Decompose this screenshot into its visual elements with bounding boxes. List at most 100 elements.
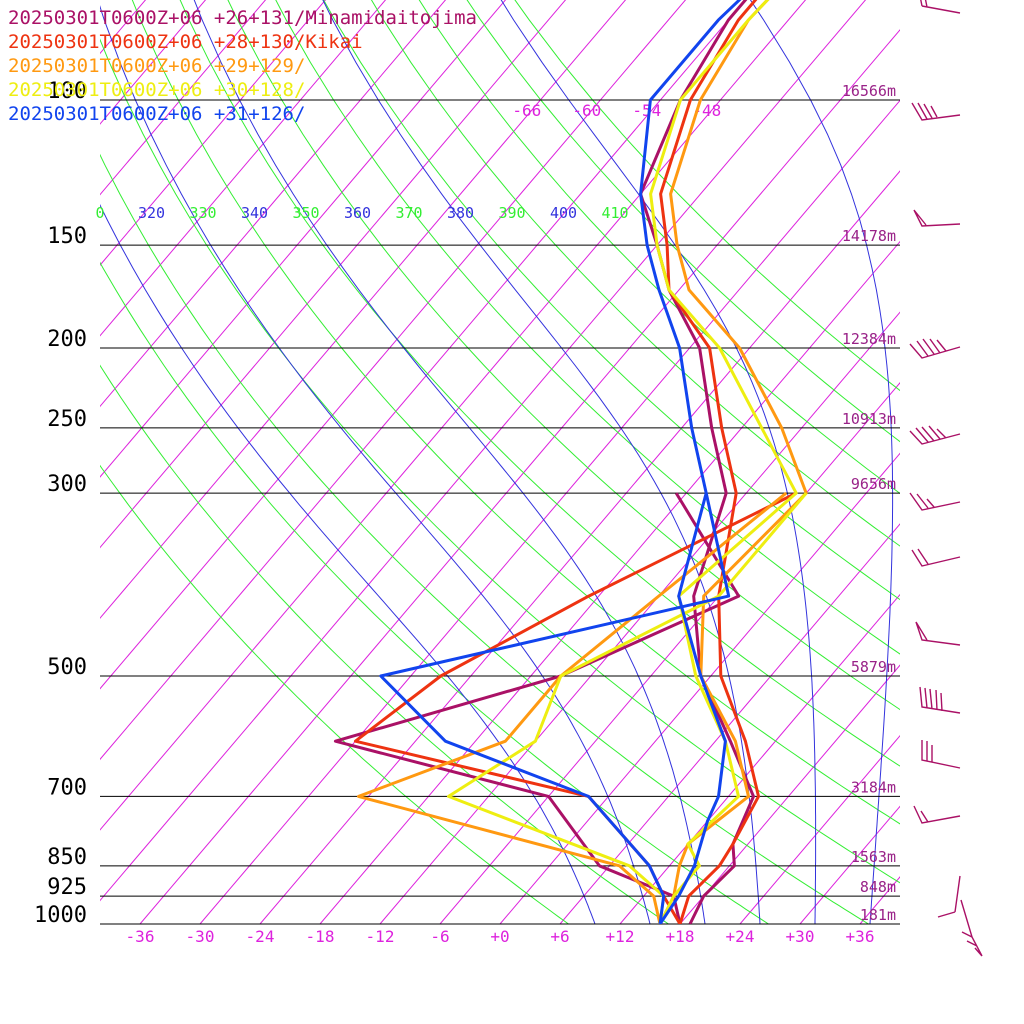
dry-adiabat-line xyxy=(100,364,669,924)
moist-adiabat-line xyxy=(193,0,706,924)
dry-adiabat-line xyxy=(418,0,900,495)
wind-barb-icon xyxy=(920,0,961,14)
dry-adiabat-line xyxy=(323,0,900,601)
height-labels: 16566m 14178m 12384m 10913m 9656m 5879m 3184m 1… xyxy=(842,82,896,924)
pressure-label: 200 xyxy=(47,327,87,352)
x-tick-label: -12 xyxy=(366,927,395,946)
height-label: 9656m xyxy=(851,475,896,493)
pressure-label: 250 xyxy=(47,407,87,432)
wind-barb-icon xyxy=(913,209,961,227)
theta-label: 370 xyxy=(395,204,422,222)
x-tick-label: +18 xyxy=(666,927,695,946)
legend-entry-31-126: 20250301T0600Z+06 +31+126/ xyxy=(8,103,306,125)
pressure-label: 500 xyxy=(47,655,87,680)
x-tick-label: +30 xyxy=(786,927,815,946)
pressure-label: 700 xyxy=(47,775,87,800)
pressure-label: 300 xyxy=(47,472,87,497)
x-tick-label: +12 xyxy=(606,927,635,946)
isotherm-line xyxy=(679,664,900,924)
pressure-label: 925 xyxy=(47,875,87,900)
dry-adiabat-line xyxy=(100,153,869,924)
x-tick-label: +36 xyxy=(846,927,875,946)
x-tick-label: +0 xyxy=(490,927,509,946)
pressure-label: 1000 xyxy=(34,903,87,928)
isotherm-line xyxy=(439,382,900,924)
wind-barbs-column xyxy=(909,0,983,957)
isotherm-line xyxy=(100,0,867,902)
isotherm-line xyxy=(100,0,387,337)
wind-barb-icon xyxy=(913,805,961,824)
wind-barb-icon xyxy=(960,899,983,957)
series-2-dewpoint-line xyxy=(357,491,788,924)
theta-label: 380 xyxy=(447,204,474,222)
series-2-temperature-line xyxy=(658,0,808,924)
isotherm-line xyxy=(100,0,147,55)
isotherm-line xyxy=(100,0,207,125)
dry-adiabat-line xyxy=(275,0,900,655)
dry-adiabat-line xyxy=(227,0,900,711)
legend-entry-minamidaitojima: 20250301T0600Z+06 +26+131/Minamidaitojim… xyxy=(8,7,477,29)
isotherm-line xyxy=(799,805,900,924)
isotherm-line xyxy=(100,0,807,831)
x-tick-label: -36 xyxy=(126,927,155,946)
moist-adiabat-line xyxy=(925,0,1011,924)
series-3-temperature-line xyxy=(649,0,798,924)
theta-label: 320 xyxy=(138,204,165,222)
isotherm-line xyxy=(499,452,900,924)
theta-label: 350 xyxy=(292,204,319,222)
wind-barb-icon xyxy=(915,621,961,646)
wind-barb-icon xyxy=(919,686,961,714)
series-4-temperature-line xyxy=(639,0,742,924)
theta-labels: 0 320 330 340 350 360 370 380 390 400 410 xyxy=(95,204,628,222)
dry-adiabat-line xyxy=(466,0,900,443)
series-legend: 20250301T0600Z+06 +26+131/Minamidaitojim… xyxy=(8,6,477,126)
temperature-tick-labels: -36 -30 -24 -18 -12 -6 +0 +6 +12 +18 +24 +30 +36 xyxy=(126,927,875,946)
pressure-labels: 100 150 200 250 300 500 700 850 925 1000 xyxy=(34,79,87,928)
x-tick-label: +6 xyxy=(550,927,569,946)
pressure-label: 150 xyxy=(47,224,87,249)
moist-adiabat-line xyxy=(100,203,596,924)
dry-adiabat-line xyxy=(100,261,769,924)
series-1-temperature-line xyxy=(659,0,760,924)
x-tick-label: -6 xyxy=(430,927,449,946)
moist-adiabat-line xyxy=(749,0,894,924)
upper-isotherm-labels: -66 -60 -54 -48 xyxy=(512,101,721,120)
theta-label: 390 xyxy=(498,204,525,222)
height-label: 12384m xyxy=(842,330,896,348)
height-label: 848m xyxy=(860,878,896,896)
isotherm-line xyxy=(100,0,567,549)
height-label: 3184m xyxy=(851,778,896,796)
isotherm-line xyxy=(379,311,900,924)
isotherm-line xyxy=(319,240,900,924)
theta-label: 330 xyxy=(189,204,216,222)
height-label: 5879m xyxy=(851,658,896,676)
legend-entry-30-128: 20250301T0600Z+06 +30+128/ xyxy=(8,79,306,101)
isotherm-line xyxy=(199,99,900,924)
series-0-temperature-line xyxy=(639,0,755,924)
wind-barb-icon xyxy=(909,338,961,359)
pressure-label: 850 xyxy=(47,845,87,870)
height-label: 1563m xyxy=(851,848,896,866)
series-3-dewpoint-line xyxy=(447,492,808,924)
x-tick-label: -18 xyxy=(306,927,335,946)
wind-barb-icon xyxy=(909,425,961,445)
isotherm-line xyxy=(739,734,900,924)
x-tick-label: -24 xyxy=(246,927,275,946)
isotherm-line xyxy=(559,523,900,924)
moist-adiabat-line xyxy=(500,0,817,924)
legend-entry-kikai: 20250301T0600Z+06 +28+130/Kikai xyxy=(8,31,363,53)
theta-label: 340 xyxy=(241,204,268,222)
isotherm-line xyxy=(100,0,507,478)
sounding-series xyxy=(333,0,808,924)
legend-entry-29-129: 20250301T0600Z+06 +29+129/ xyxy=(8,55,306,77)
dry-adiabat-line xyxy=(100,464,569,924)
isobar-lines xyxy=(100,99,900,925)
height-label: 16566m xyxy=(842,82,896,100)
isotherm-line xyxy=(139,29,900,924)
isotherm-line xyxy=(100,0,627,619)
wind-barb-icon xyxy=(937,875,961,918)
isotherm-line xyxy=(100,0,267,196)
height-label: 10913m xyxy=(842,410,896,428)
isotherm-line xyxy=(100,0,687,690)
